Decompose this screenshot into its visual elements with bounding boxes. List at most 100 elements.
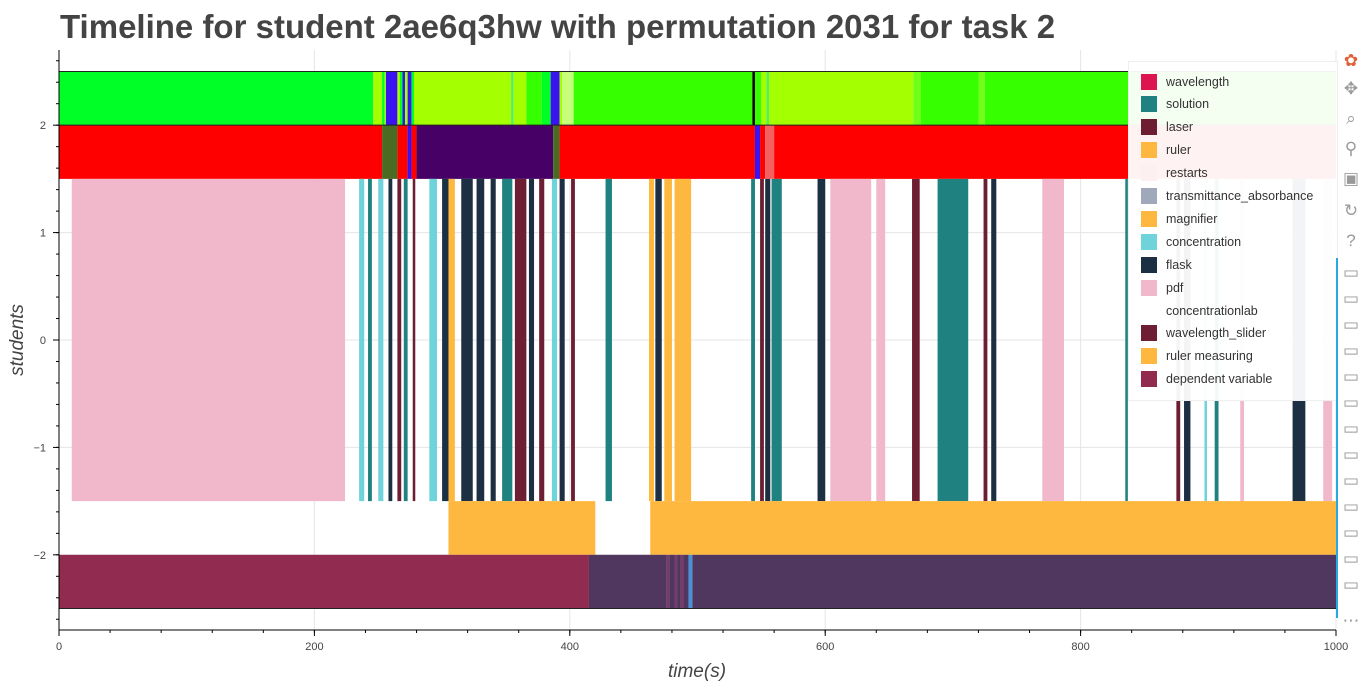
legend-item[interactable]: flask (1141, 253, 1192, 276)
timeline-bar (674, 554, 678, 609)
help-icon[interactable]: ? (1346, 231, 1356, 250)
timeline-bar (397, 178, 402, 502)
timeline-bar (655, 178, 662, 502)
legend-item[interactable]: transmittance_absorbance (1141, 185, 1313, 208)
legend-item[interactable]: solution (1141, 93, 1209, 116)
timeline-bar (769, 71, 914, 126)
x-axis-label: time(s) (668, 661, 726, 682)
timeline-bar (59, 554, 589, 609)
hover-icon[interactable]: ▭ (1342, 289, 1360, 308)
legend-item[interactable]: concentration (1141, 230, 1241, 253)
timeline-bar (683, 554, 689, 609)
timeline-bar (378, 178, 384, 502)
hover-icon[interactable]: ▭ (1342, 341, 1360, 360)
hover-icon[interactable]: ▭ (1342, 367, 1360, 386)
timeline-bar (403, 178, 408, 502)
x-tick-label: 800 (1071, 641, 1089, 653)
timeline-bar (461, 178, 473, 502)
timeline-bar (402, 71, 406, 126)
box-zoom-icon[interactable]: ⌕ (1346, 109, 1356, 128)
active-tool-indicator (1336, 258, 1338, 618)
hover-icon[interactable]: ▭ (1342, 315, 1360, 334)
timeline-bar (648, 178, 655, 502)
legend-swatch (1141, 119, 1157, 136)
legend-label: laser (1166, 120, 1194, 135)
legend-item[interactable]: magnifier (1141, 207, 1217, 230)
hover-icon[interactable]: ▭ (1342, 393, 1360, 412)
timeline-bar (674, 178, 692, 502)
legend-label: restarts (1166, 166, 1208, 181)
hover-icon[interactable]: ▭ (1342, 445, 1360, 464)
legend-label: wavelength (1166, 74, 1230, 89)
legend-swatch (1141, 256, 1157, 273)
legend-label: magnifier (1166, 211, 1218, 226)
legend-swatch (1141, 142, 1157, 159)
hover-icon[interactable]: ▭ (1342, 497, 1360, 516)
timeline-bar (382, 125, 398, 179)
y-tick-label: −2 (33, 550, 46, 562)
timeline-bar (526, 71, 542, 126)
save-icon[interactable]: ▣ (1342, 169, 1360, 188)
legend-swatch (1141, 73, 1157, 90)
timeline-bar (760, 178, 764, 502)
y-axis-label: students (7, 304, 28, 376)
timeline-bar (559, 125, 755, 179)
legend-swatch (1141, 348, 1157, 365)
timeline-bar (680, 554, 684, 609)
timeline-bar (766, 71, 770, 126)
more-icon[interactable]: ⋯ (1342, 611, 1360, 630)
timeline-bar (920, 71, 979, 126)
y-tick-label: 1 (40, 228, 46, 240)
timeline-bar (411, 125, 417, 179)
legend-item[interactable]: wavelength (1141, 70, 1229, 93)
timeline-bar (1042, 178, 1064, 502)
timeline-bar (761, 71, 767, 126)
timeline-bar (476, 178, 485, 502)
hover-icon[interactable]: ▭ (1342, 549, 1360, 568)
timeline-bar (385, 71, 398, 126)
legend-label: concentrationlab (1166, 303, 1258, 318)
legend-swatch (1141, 233, 1157, 250)
timeline-bar (405, 71, 408, 126)
legend-swatch (1141, 96, 1157, 113)
wheel-zoom-icon[interactable]: ⚲ (1344, 139, 1358, 158)
x-tick-label: 600 (816, 641, 834, 653)
legend-item[interactable]: dependent variable (1141, 368, 1272, 391)
legend-item[interactable]: ruler measuring (1141, 345, 1253, 368)
pan-icon[interactable]: ✥ (1343, 79, 1359, 98)
timeline-bar (382, 71, 385, 126)
timeline-bar (513, 71, 527, 126)
timeline-bar (490, 178, 496, 502)
hover-icon[interactable]: ▭ (1342, 575, 1360, 594)
legend-label: wavelength_slider (1166, 326, 1267, 341)
bokeh-logo-icon: ✿ (1343, 51, 1359, 70)
hover-icon[interactable]: ▭ (1342, 523, 1360, 542)
chart-toolbar: ✿ ✥ ⌕ ⚲ ▣ ↻? ▭ ▭ ▭ ▭ ▭ ▭ ▭ ▭ ▭ ▭ ▭ ▭ ▭ ⋯ (1336, 48, 1364, 648)
legend-item[interactable]: pdf (1141, 276, 1183, 299)
legend-item[interactable]: restarts (1141, 162, 1208, 185)
timeline-bar (407, 71, 412, 126)
hover-icon[interactable]: ▭ (1342, 471, 1360, 490)
timeline-bar (751, 178, 755, 502)
timeline-bar (876, 178, 886, 502)
timeline-bar (551, 178, 558, 502)
timeline-bar (397, 125, 408, 179)
legend-item[interactable]: concentrationlab (1141, 299, 1258, 322)
legend-item[interactable]: ruler (1141, 139, 1191, 162)
legend: wavelength solution laser ruler restarts tran… (1128, 61, 1338, 401)
timeline-bar (664, 178, 672, 502)
legend-swatch (1141, 210, 1157, 227)
timeline-bar (388, 178, 393, 502)
timeline-bar (448, 178, 455, 502)
legend-label: concentration (1166, 234, 1242, 249)
hover-icon[interactable]: ▭ (1342, 263, 1360, 282)
reset-icon[interactable]: ↻ (1343, 201, 1359, 220)
timeline-bar (539, 178, 545, 502)
legend-label: pdf (1166, 280, 1184, 295)
legend-item[interactable]: laser (1141, 116, 1193, 139)
legend-item[interactable]: wavelength_slider (1141, 322, 1266, 345)
timeline-bar (937, 178, 969, 502)
timeline-bar (416, 125, 554, 179)
y-tick-label: −1 (33, 442, 46, 454)
hover-icon[interactable]: ▭ (1342, 419, 1360, 438)
